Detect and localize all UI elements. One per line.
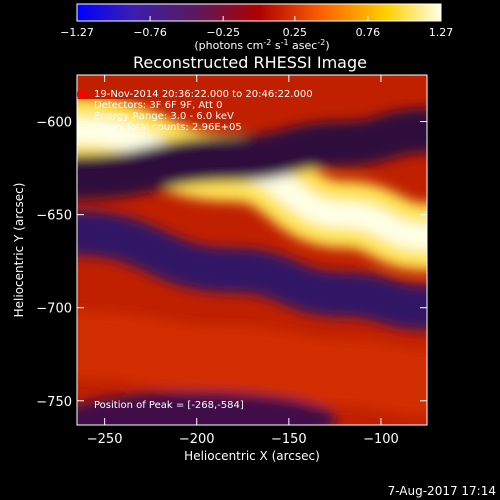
peak-marker <box>77 91 87 97</box>
colorbar-tick-label: −1.27 <box>60 26 94 39</box>
colorbar-tick-label: −0.25 <box>206 26 240 39</box>
colorbar-tick-label: −0.76 <box>133 26 167 39</box>
annotation-time: 19-Nov-2014 20:36:22.000 to 20:46:22.000 <box>94 89 313 100</box>
x-tick-label: −150 <box>271 432 307 447</box>
x-tick-label: −100 <box>363 432 399 447</box>
heatmap-band <box>77 108 427 200</box>
chart-title: Reconstructed RHESSI Image <box>133 53 367 72</box>
colorbar: −1.27 −0.76 −0.25 0.25 0.76 1.27 (photons cm-… <box>60 3 453 52</box>
annotation-peak: Position of Peak = [-268,-584] <box>94 400 244 411</box>
annotation-energy: Energy Range: 3.0 - 6.0 keV <box>94 111 234 122</box>
footer-date: 7-Aug-2017 17:14 <box>388 484 496 498</box>
y-tick-label: −600 <box>36 116 72 131</box>
x-axis-ticks: −250 −200 −150 −100 <box>87 75 399 447</box>
heatmap-image <box>77 75 427 425</box>
x-tick-label: −200 <box>179 432 215 447</box>
colorbar-gradient <box>76 3 442 22</box>
y-tick-label: −650 <box>36 209 72 224</box>
annotation-clean: Clean Total counts: 2.96E+05 <box>94 122 242 133</box>
y-axis-ticks: −600 −650 −700 −750 <box>36 116 427 410</box>
heatmap-band <box>77 311 427 416</box>
annotations: 19-Nov-2014 20:36:22.000 to 20:46:22.000… <box>94 89 313 411</box>
annotation-detectors: Detectors: 3F 6F 9F, Att 0 <box>94 100 222 111</box>
y-axis-label: Heliocentric Y (arcsec) <box>12 183 26 318</box>
colorbar-tick-label: 0.25 <box>283 26 308 39</box>
heatmap-trough <box>77 391 337 425</box>
colorbar-ticks: −1.27 −0.76 −0.25 0.25 0.76 1.27 <box>60 16 453 39</box>
heatmap-band <box>77 210 427 331</box>
colorbar-tick-label: 1.27 <box>429 26 454 39</box>
colorbar-unit-label: (photons cm-2 s-1 asec-2) <box>194 38 329 52</box>
plot-frame <box>76 74 428 426</box>
y-tick-label: −700 <box>36 302 72 317</box>
colorbar-tick-label: 0.76 <box>356 26 381 39</box>
x-axis-label: Heliocentric X (arcsec) <box>184 449 320 463</box>
x-tick-label: −250 <box>87 432 123 447</box>
y-tick-label: −750 <box>36 395 72 410</box>
